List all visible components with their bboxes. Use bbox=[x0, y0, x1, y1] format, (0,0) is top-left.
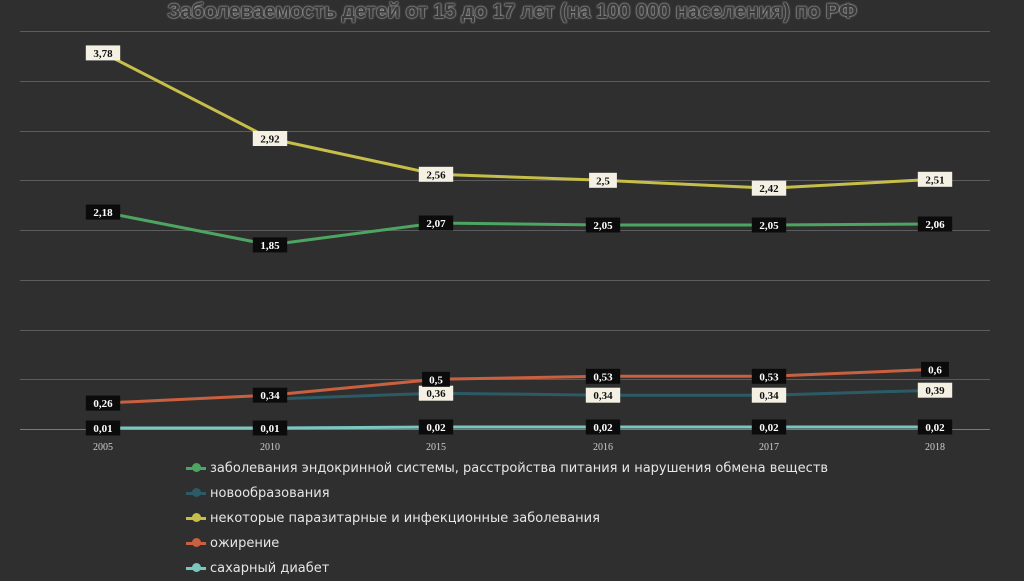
data-label: 0,39 bbox=[925, 385, 945, 397]
data-label-box bbox=[422, 371, 450, 387]
legend-marker-icon bbox=[192, 488, 201, 497]
data-label-box bbox=[418, 215, 454, 231]
data-label: 0,5 bbox=[429, 374, 443, 386]
data-label-box bbox=[585, 368, 621, 384]
data-label-box bbox=[85, 45, 121, 61]
data-label-box bbox=[252, 237, 288, 253]
series-line-4 bbox=[101, 425, 937, 430]
data-label: 0,01 bbox=[260, 423, 279, 435]
data-label-box bbox=[917, 419, 953, 435]
legend-item: заболевания эндокринной системы, расстро… bbox=[186, 456, 886, 481]
legend-item: новообразования bbox=[186, 481, 886, 506]
x-axis: 2005 2010 2015 2016 2017 2018 bbox=[93, 442, 945, 453]
data-label: 2,56 bbox=[426, 169, 446, 181]
data-label-box bbox=[252, 420, 288, 436]
x-tick-label: 2010 bbox=[260, 442, 280, 453]
data-labels: 2,18 1,85 2,07 2,05 2,05 2,06 0,36 0,34 0,34 0,39… bbox=[85, 45, 953, 436]
legend-label: заболевания эндокринной системы, расстро… bbox=[210, 461, 829, 476]
data-label-box bbox=[85, 420, 121, 436]
x-tick-label: 2015 bbox=[426, 442, 446, 453]
data-label-box bbox=[85, 395, 121, 411]
data-label-box bbox=[418, 385, 454, 401]
data-label: 2,07 bbox=[426, 218, 446, 230]
data-label-box bbox=[252, 387, 288, 403]
legend-item: сахарный диабет bbox=[186, 556, 886, 581]
data-label: 2,42 bbox=[759, 183, 779, 195]
data-label: 2,51 bbox=[925, 174, 944, 186]
data-label-box bbox=[751, 180, 787, 196]
data-label-box bbox=[85, 204, 121, 220]
data-label-box bbox=[751, 368, 787, 384]
data-label-box bbox=[589, 172, 617, 188]
legend-marker-icon bbox=[192, 538, 201, 547]
legend-marker-icon bbox=[192, 563, 201, 572]
data-label: 0,34 bbox=[759, 390, 779, 402]
data-label-box bbox=[751, 217, 787, 233]
data-label: 2,92 bbox=[260, 134, 280, 146]
data-label-box bbox=[917, 382, 953, 398]
data-label: 2,06 bbox=[925, 219, 945, 231]
data-label: 0,01 bbox=[93, 423, 112, 435]
series-line-0 bbox=[101, 210, 937, 247]
gridlines bbox=[20, 31, 990, 430]
data-label: 0,53 bbox=[593, 371, 613, 383]
legend-marker-icon bbox=[192, 463, 201, 472]
data-label: 0,36 bbox=[426, 388, 446, 400]
legend-item: некоторые паразитарные и инфекционные за… bbox=[186, 506, 886, 531]
data-label-box bbox=[917, 171, 953, 187]
data-label: 2,05 bbox=[593, 220, 613, 232]
data-label: 0,26 bbox=[93, 398, 113, 410]
data-label-box bbox=[585, 217, 621, 233]
data-label: 0,53 bbox=[759, 371, 779, 383]
data-label-box bbox=[751, 387, 787, 403]
data-label-box bbox=[585, 419, 621, 435]
data-label: 0,02 bbox=[925, 422, 945, 434]
data-label-box bbox=[585, 387, 621, 403]
data-label: 0,02 bbox=[593, 422, 613, 434]
legend-item: ожирение bbox=[186, 531, 886, 556]
data-label: 0,6 bbox=[928, 364, 942, 376]
data-label: 2,18 bbox=[93, 207, 113, 219]
legend-label: сахарный диабет bbox=[210, 561, 330, 576]
chart-title: Заболеваемость детей от 15 до 17 лет (на… bbox=[167, 0, 857, 23]
data-label-box bbox=[418, 166, 454, 182]
data-label: 0,34 bbox=[593, 390, 613, 402]
data-label-box bbox=[252, 131, 288, 146]
data-label: 0,02 bbox=[426, 422, 446, 434]
series-line-3 bbox=[101, 367, 937, 405]
data-label: 2,5 bbox=[596, 175, 610, 187]
legend-label: некоторые паразитарные и инфекционные за… bbox=[210, 511, 600, 526]
data-label: 0,02 bbox=[759, 422, 779, 434]
x-tick-label: 2005 bbox=[93, 442, 113, 453]
data-label: 3,78 bbox=[93, 48, 113, 60]
x-tick-label: 2016 bbox=[593, 442, 613, 453]
data-label: 2,05 bbox=[759, 220, 779, 232]
legend-label: новообразования bbox=[210, 486, 330, 501]
series-lines bbox=[101, 51, 937, 430]
data-label-box bbox=[917, 216, 953, 232]
legend-marker-icon bbox=[192, 513, 201, 522]
legend-label: ожирение bbox=[210, 536, 280, 551]
data-label-box bbox=[751, 419, 787, 435]
x-tick-label: 2018 bbox=[925, 442, 945, 453]
x-tick-label: 2017 bbox=[759, 442, 779, 453]
data-label: 1,85 bbox=[260, 240, 280, 252]
chart-legend: заболевания эндокринной системы, расстро… bbox=[186, 456, 886, 581]
data-label-box bbox=[921, 361, 949, 377]
series-line-2 bbox=[101, 51, 937, 190]
data-label: 0,34 bbox=[260, 390, 280, 402]
data-label-box bbox=[418, 419, 454, 435]
